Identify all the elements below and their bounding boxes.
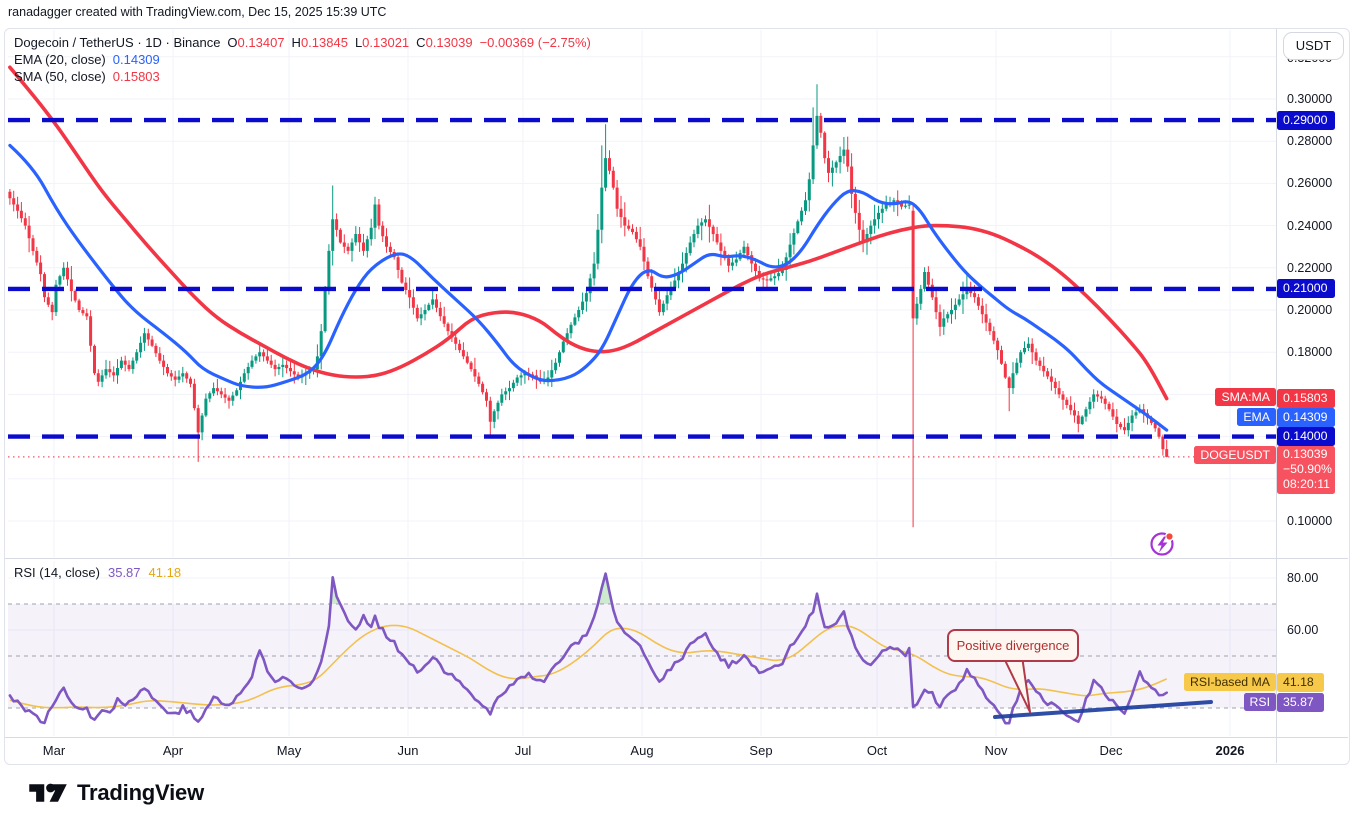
rsi-tick: 60.00: [1287, 623, 1319, 637]
low-label: L: [354, 35, 363, 50]
price-tick: 0.20000: [1287, 303, 1333, 317]
rsi-value-badge: 35.87: [1277, 692, 1324, 712]
time-axis-year-label: 2026: [1215, 743, 1245, 758]
rsi-tick: 80.00: [1287, 571, 1319, 585]
time-axis-month-label: Aug: [630, 743, 654, 758]
low-value: 0.13021: [362, 35, 410, 50]
pane-divider[interactable]: [5, 558, 1348, 559]
price-tick: 0.22000: [1287, 260, 1333, 275]
last-price-value: 0.13039: [1283, 447, 1328, 461]
last-price-countdown: 08:20:11: [1283, 477, 1330, 491]
symbol-series-label[interactable]: DOGEUSDT: [1194, 446, 1276, 464]
ema-legend-value: 0.14309: [112, 52, 160, 67]
ema-legend-label: EMA (20, close): [14, 52, 106, 67]
level-price-badge: 0.29000: [1277, 110, 1335, 130]
level-price-badge: 0.21000: [1277, 279, 1335, 299]
ema-price-badge: 0.14309: [1277, 407, 1335, 427]
currency-toggle-button[interactable]: USDT: [1283, 32, 1344, 60]
price-tick: 0.26000: [1287, 176, 1333, 191]
tradingview-glyph-icon: [29, 783, 67, 802]
rsi-legend-value: 35.87: [107, 565, 141, 580]
time-axis-month-label: Sep: [749, 743, 773, 758]
price-tick: 0.18000: [1287, 345, 1333, 360]
time-axis-month-label: Oct: [866, 743, 888, 758]
time-axis-month-label: May: [276, 743, 302, 758]
time-axis-month-label: Mar: [42, 743, 66, 758]
chart-canvas[interactable]: [0, 0, 1353, 770]
high-value: 0.13845: [300, 35, 348, 50]
high-label: H: [291, 35, 301, 50]
callout-text: Positive divergence: [956, 638, 1070, 653]
lightning-icon: [1150, 531, 1175, 556]
tradingview-wordmark: TradingView: [77, 780, 204, 805]
price-tick-clipped: 0.32000: [1287, 58, 1333, 65]
time-axis-month-label: Jun: [397, 743, 419, 758]
ema-legend[interactable]: EMA (20, close) 0.14309: [14, 52, 160, 67]
last-price-change: −50.90%: [1283, 462, 1332, 476]
price-tick: 0.10000: [1287, 514, 1333, 528]
time-axis-month-label: Dec: [1099, 743, 1123, 758]
open-label: O: [227, 35, 238, 50]
positive-divergence-callout[interactable]: Positive divergence: [947, 629, 1079, 662]
rsi-ma-value-badge: 41.18: [1277, 672, 1324, 692]
rsi-series-label[interactable]: RSI: [1243, 693, 1276, 711]
level-price-badge: 0.14000: [1277, 427, 1335, 447]
flash-marker[interactable]: [1147, 529, 1179, 566]
open-value: 0.13407: [237, 35, 285, 50]
symbol-legend[interactable]: Dogecoin / TetherUS · 1D · Binance O0.134…: [14, 35, 591, 50]
symbol-title: Dogecoin / TetherUS · 1D · Binance: [14, 35, 221, 50]
close-label: C: [416, 35, 426, 50]
price-tick: 0.28000: [1287, 134, 1333, 149]
ema-series-label[interactable]: EMA: [1237, 408, 1276, 426]
sma-legend-value: 0.15803: [112, 69, 160, 84]
price-tick: 0.30000: [1287, 92, 1333, 106]
price-tick: 0.24000: [1287, 218, 1333, 233]
close-value: 0.13039: [425, 35, 473, 50]
rsi-ma-legend-value: 41.18: [148, 565, 182, 580]
attribution-text: ranadagger created with TradingView.com,…: [8, 5, 387, 19]
rsi-legend[interactable]: RSI (14, close) 35.87 41.18: [14, 565, 181, 580]
change-value: −0.00369 (−2.75%): [479, 35, 591, 50]
rsi-ma-series-label[interactable]: RSI-based MA: [1184, 673, 1276, 691]
sma-legend[interactable]: SMA (50, close) 0.15803: [14, 69, 160, 84]
last-price-badge: 0.13039 −50.90% 08:20:11: [1277, 446, 1335, 494]
chart-frame: [4, 28, 1350, 765]
time-axis-month-label: Apr: [162, 743, 184, 758]
time-axis-month-label: Nov: [984, 743, 1008, 758]
tradingview-logo[interactable]: TradingView: [28, 778, 204, 808]
sma-price-badge: 0.15803: [1277, 388, 1335, 408]
sma-legend-label: SMA (50, close): [14, 69, 106, 84]
price-scale-border: [1276, 29, 1277, 763]
sma-series-label[interactable]: SMA:MA: [1215, 388, 1276, 406]
time-axis-month-label: Jul: [514, 743, 532, 758]
rsi-legend-label: RSI (14, close): [14, 565, 100, 580]
time-axis-border: [5, 737, 1348, 738]
